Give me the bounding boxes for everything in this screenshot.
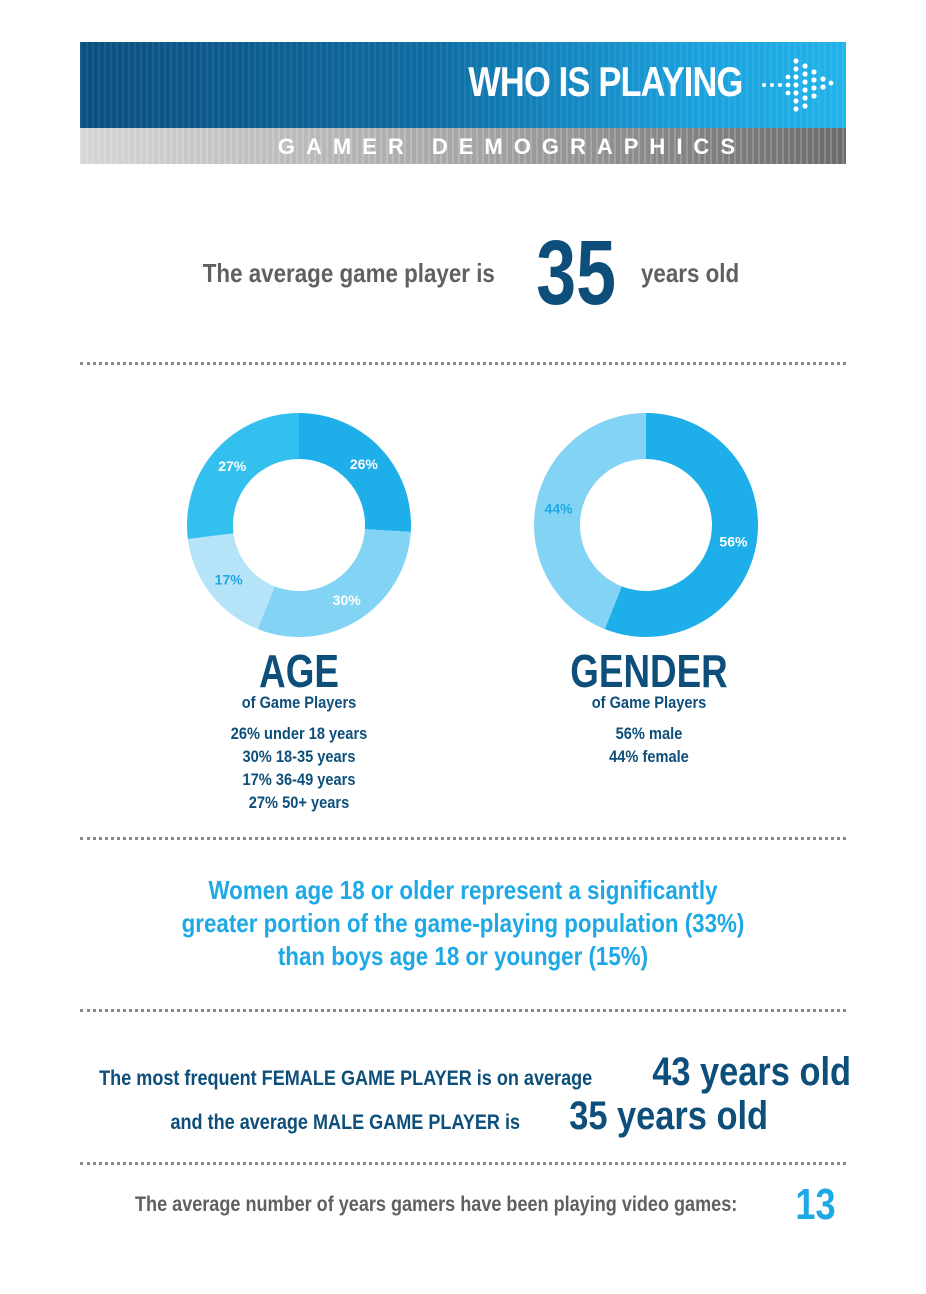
male-player-line: and the average MALE GAME PLAYER is 35 y…: [0, 1094, 926, 1139]
male-player-age: 35 years old: [568, 1094, 768, 1138]
age-legend-item: 30% 18-35 years: [242, 747, 356, 766]
age-donut-chart: 26% 30% 17% 27%: [187, 413, 411, 637]
divider: [80, 362, 846, 365]
female-player-age: 43 years old: [652, 1050, 852, 1094]
gender-chart-block: GENDER of Game Players 56% male 44% fema…: [519, 646, 779, 768]
age-chart-title: AGE: [259, 645, 339, 697]
age-slice: [257, 529, 411, 637]
years-playing-text: The average number of years gamers have …: [135, 1193, 738, 1216]
years-playing-line: The average number of years gamers have …: [0, 1180, 926, 1230]
women-statistic-line: greater portion of the game-playing popu…: [181, 908, 745, 938]
women-statistic-line: than boys age 18 or younger (15%): [277, 941, 649, 971]
women-statistic-line: Women age 18 or older represent a signif…: [208, 875, 718, 905]
age-legend-item: 26% under 18 years: [230, 724, 368, 743]
gender-slice-label: 44%: [545, 500, 574, 516]
average-age-suffix: years old: [640, 257, 740, 288]
header-title: WHO IS PLAYING: [467, 58, 743, 105]
average-age-line: The average game player is 35 years old: [0, 222, 926, 324]
gender-chart-subtitle: of Game Players: [591, 693, 707, 712]
women-statistic: Women age 18 or older represent a signif…: [0, 874, 926, 973]
gender-slice: [604, 413, 758, 637]
divider: [80, 1009, 846, 1012]
gender-donut-chart: 56% 44%: [534, 413, 758, 637]
header-subtitle: GAMER DEMOGRAPHICS: [277, 134, 746, 159]
gender-legend-item: 56% male: [615, 724, 683, 743]
gender-slice: [534, 413, 646, 630]
male-player-text: and the average MALE GAME PLAYER is: [170, 1111, 521, 1134]
female-player-text: The most frequent FEMALE GAME PLAYER is …: [98, 1067, 592, 1090]
female-player-line: The most frequent FEMALE GAME PLAYER is …: [0, 1050, 926, 1095]
average-age-value: 35: [535, 222, 616, 324]
dotted-arrow-icon: [762, 58, 834, 112]
divider: [80, 1162, 846, 1165]
age-slice: [299, 413, 411, 533]
age-slice: [187, 533, 275, 630]
years-playing-value: 13: [795, 1180, 836, 1229]
age-legend-item: 27% 50+ years: [248, 793, 350, 812]
age-chart-subtitle: of Game Players: [241, 693, 357, 712]
age-slice-label: 17%: [215, 572, 244, 588]
gender-legend-item: 44% female: [609, 747, 689, 766]
gender-slice-label: 56%: [719, 534, 748, 550]
gender-chart-title: GENDER: [570, 645, 728, 697]
header-banner: WHO IS PLAYING: [80, 42, 846, 128]
age-slice-label: 26%: [350, 456, 379, 472]
age-slice-label: 30%: [333, 592, 362, 608]
age-slice-label: 27%: [218, 458, 247, 474]
age-legend-item: 17% 36-49 years: [242, 770, 356, 789]
average-age-prefix: The average game player is: [202, 257, 495, 288]
divider: [80, 837, 846, 840]
age-chart-block: AGE of Game Players 26% under 18 years 3…: [179, 646, 419, 814]
age-slice: [187, 413, 299, 540]
subheader-bar: GAMER DEMOGRAPHICS: [80, 128, 846, 164]
